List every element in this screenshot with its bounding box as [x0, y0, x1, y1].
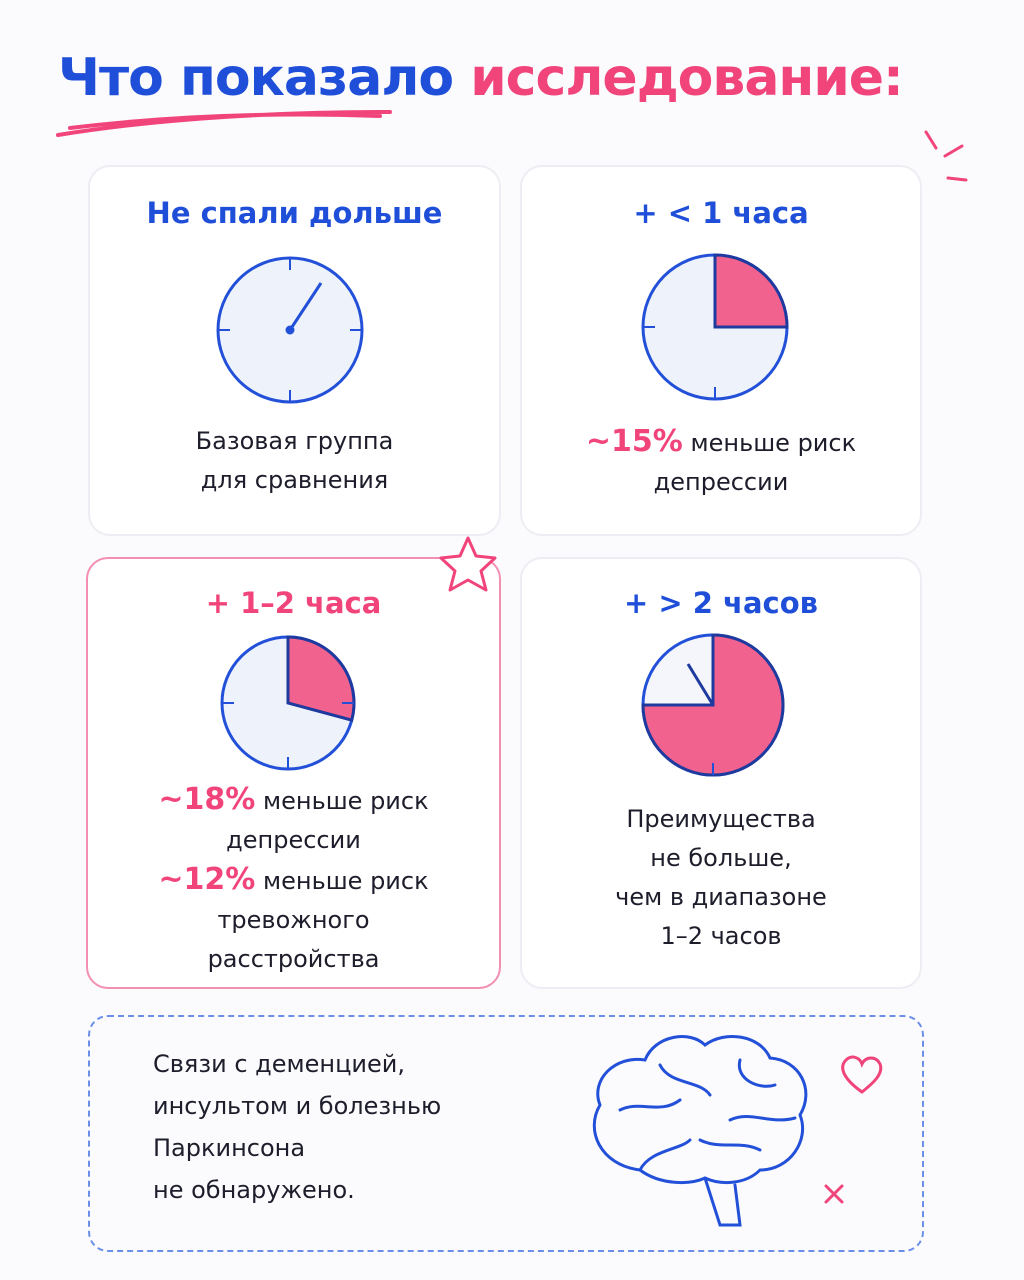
note-line: Связи с деменцией, [153, 1050, 405, 1078]
stat-text: депрессии [226, 826, 361, 854]
stat-highlight: ~15% [585, 424, 683, 459]
stat-text: меньше риск [263, 867, 429, 895]
clock [641, 633, 785, 777]
star [439, 536, 497, 592]
clock [641, 253, 789, 401]
stat-highlight: ~12% [158, 862, 256, 897]
card-line: 1–2 часов [660, 922, 782, 950]
note-line: Паркинсона [153, 1134, 306, 1162]
stat-line: ~15% меньше риск [520, 422, 922, 463]
card-line: Преимущества [626, 805, 816, 833]
note-line: не обнаружено. [153, 1176, 355, 1204]
stat-text: депрессии [653, 468, 789, 496]
stat-line: ~18% меньше риск [86, 780, 501, 821]
note-text: Связи с деменцией, инсультом и болезнью Па… [153, 1043, 441, 1211]
title-part: исследование: [470, 48, 904, 108]
sparkle [924, 130, 968, 182]
clock [220, 635, 356, 771]
card-heading: + < 1 часа [633, 196, 809, 230]
card-line: Базовая группа [195, 427, 394, 455]
note-line: инсультом и болезнью [153, 1092, 442, 1120]
brain [592, 1034, 808, 1227]
card [88, 165, 501, 536]
card-line: для сравнения [200, 466, 389, 494]
title: Что показало исследование: [58, 48, 904, 108]
card-body: Преимущества не больше, чем в диапазоне 1–2… [520, 800, 922, 956]
note-box [88, 1015, 924, 1252]
card-body: ~18% меньше риск депрессии ~12% меньше рис… [86, 780, 501, 979]
underline [56, 110, 392, 137]
cross [824, 1184, 844, 1204]
stat-line: ~12% меньше риск [86, 860, 501, 901]
stat-highlight: ~18% [158, 782, 256, 817]
card-heading: + > 2 часов [623, 586, 818, 620]
heart [841, 1055, 883, 1094]
card-heading: + 1–2 часа [205, 586, 382, 620]
card-line: не больше, [650, 844, 792, 872]
stat-text: расстройства [207, 945, 380, 973]
stat-text: меньше риск [690, 429, 857, 457]
clock [216, 256, 364, 404]
stat-text: тревожного [217, 906, 370, 934]
card-line: чем в диапазоне [615, 883, 827, 911]
card-heading: Не спали дольше [146, 196, 443, 230]
card [86, 557, 501, 989]
card-body: Базовая группа для сравнения [88, 422, 501, 500]
card-body: ~15% меньше риск депрессии [520, 422, 922, 502]
title-part: Что показало [58, 48, 454, 108]
stat-text: меньше риск [263, 787, 429, 815]
